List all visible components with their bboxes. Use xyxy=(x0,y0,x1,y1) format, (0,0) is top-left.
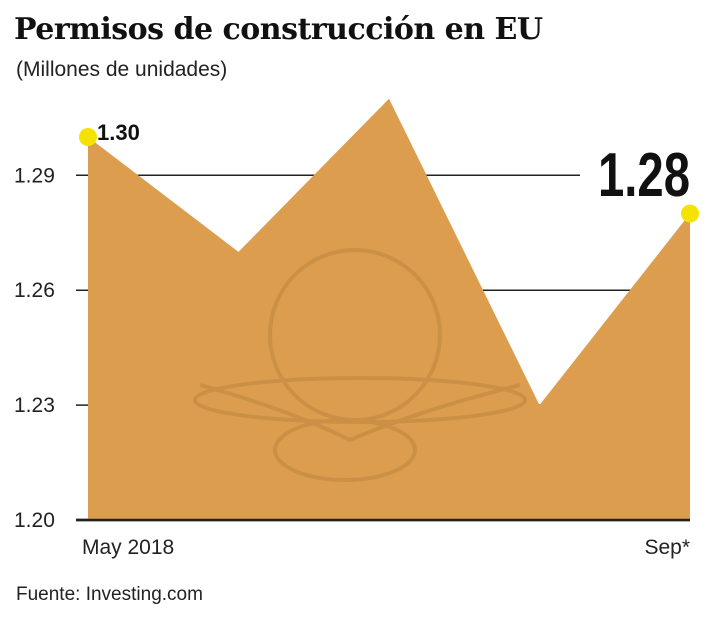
chart-title: Permisos de construcción en EU xyxy=(14,12,543,47)
data-point-marker xyxy=(79,128,97,146)
y-tick-label: 1.23 xyxy=(14,394,55,417)
x-tick-label: Sep* xyxy=(644,536,690,559)
area-series xyxy=(88,98,690,520)
watermark-emblem xyxy=(193,248,527,482)
annotation-label: 1.28 xyxy=(598,141,690,210)
annotation-label: 1.30 xyxy=(97,120,140,145)
x-tick-label: May 2018 xyxy=(82,536,174,559)
y-tick-label: 1.20 xyxy=(14,509,55,532)
chart-subtitle: (Millones de unidades) xyxy=(16,58,228,81)
y-tick-label: 1.29 xyxy=(14,164,55,187)
y-tick-label: 1.26 xyxy=(14,279,55,302)
data-point-marker xyxy=(681,204,699,223)
source-note: Fuente: Investing.com xyxy=(16,584,203,605)
